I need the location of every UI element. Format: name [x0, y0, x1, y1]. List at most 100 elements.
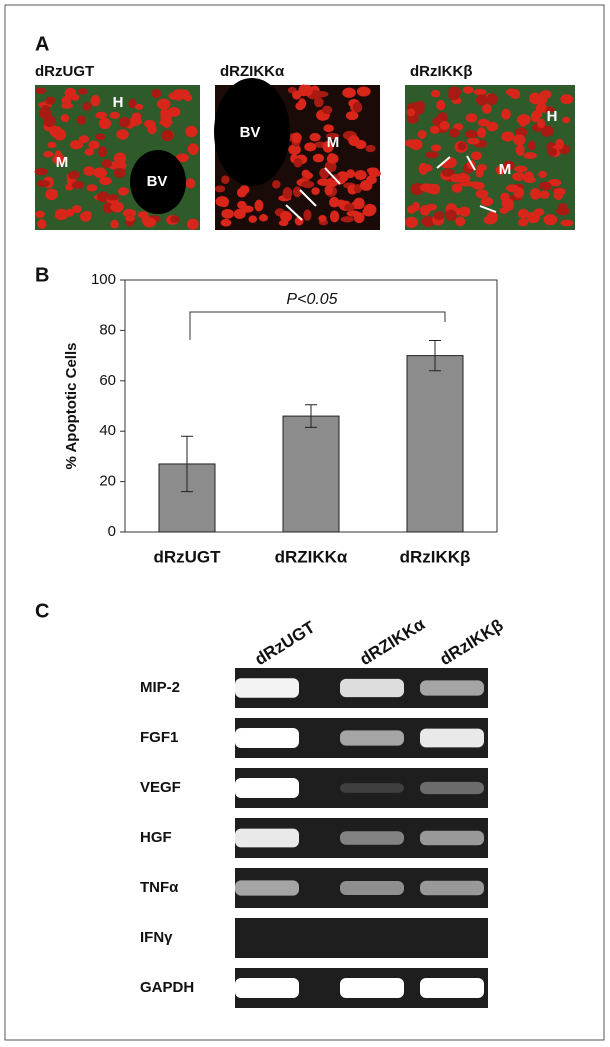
blood-vessel [214, 78, 290, 186]
image-title: dRZIKKα [220, 63, 285, 80]
gel-band [235, 880, 299, 896]
nucleus [298, 98, 307, 109]
nucleus [562, 116, 571, 124]
gel-band [340, 881, 404, 895]
gel-band [420, 680, 484, 696]
nucleus [457, 141, 467, 151]
gel-band [340, 783, 404, 793]
nucleus [64, 87, 77, 99]
y-tick-label: 80 [99, 321, 116, 338]
column-header: dRZIKKα [356, 614, 428, 669]
nucleus [35, 87, 46, 95]
nucleus [76, 115, 86, 125]
nucleus [185, 125, 198, 138]
image-title: dRzIKKβ [410, 63, 472, 80]
nucleus [419, 204, 431, 216]
image-title: dRzUGT [35, 63, 94, 80]
nucleus [185, 178, 196, 189]
nucleus [322, 140, 334, 153]
nucleus [37, 219, 47, 230]
nucleus [84, 148, 95, 156]
nucleus [538, 170, 547, 179]
nucleus [49, 125, 63, 138]
nucleus [560, 94, 574, 105]
nucleus [237, 200, 247, 210]
y-tick-label: 60 [99, 372, 116, 389]
nucleus [321, 105, 333, 115]
nucleus [495, 165, 505, 176]
nucleus [362, 207, 376, 217]
nucleus [323, 124, 334, 133]
nucleus [539, 190, 550, 199]
nucleus [122, 209, 137, 218]
nucleus [366, 175, 377, 185]
nucleus [95, 133, 106, 141]
nucleus [537, 118, 546, 129]
nucleus [302, 84, 313, 97]
nucleus [515, 144, 525, 156]
nucleus [439, 120, 450, 131]
nucleus [147, 124, 157, 135]
nucleus [291, 132, 302, 144]
nucleus [353, 197, 365, 210]
nucleus [540, 125, 554, 137]
nucleus [480, 196, 494, 207]
nucleus [421, 216, 436, 227]
nucleus [78, 135, 90, 144]
nucleus [441, 168, 455, 177]
panel-label: C [35, 600, 49, 622]
nucleus [352, 101, 363, 113]
x-tick-label: dRzUGT [153, 547, 221, 566]
gel-band [235, 778, 299, 798]
nucleus [77, 88, 88, 95]
nucleus [167, 107, 181, 117]
nucleus [518, 218, 529, 227]
nucleus [425, 151, 439, 159]
micrographs [34, 78, 575, 230]
nucleus [502, 160, 515, 171]
nucleus [151, 88, 162, 99]
nucleus [110, 203, 123, 211]
image-label: M [327, 134, 340, 151]
nucleus [101, 159, 112, 169]
nucleus [113, 167, 126, 178]
gel-band [420, 978, 484, 998]
nucleus [72, 204, 82, 214]
nucleus [505, 198, 515, 211]
panel-label: B [35, 264, 49, 286]
gel-band [340, 678, 404, 698]
annotation: P<0.05 [286, 291, 337, 308]
nucleus [336, 171, 349, 183]
nucleus [142, 217, 157, 228]
gel-band [340, 831, 404, 845]
nucleus [470, 151, 482, 161]
gel-band [235, 978, 299, 998]
nucleus [464, 130, 478, 139]
nucleus [475, 167, 484, 178]
error-bar [181, 435, 193, 493]
nucleus [90, 95, 101, 107]
nucleus [54, 150, 63, 162]
row-label: FGF1 [140, 729, 178, 746]
nucleus [418, 162, 429, 175]
nucleus [119, 116, 131, 128]
nucleus [329, 210, 340, 223]
arrows [285, 155, 497, 221]
nucleus [303, 209, 312, 221]
nucleus [36, 180, 51, 188]
nucleus [530, 188, 541, 200]
nucleus [516, 114, 531, 126]
nucleus [482, 103, 492, 114]
row-label: HGF [140, 829, 172, 846]
gel-band [340, 730, 404, 746]
nucleus [278, 219, 289, 227]
nucleus [34, 168, 49, 176]
bar [406, 355, 464, 533]
row-label: TNFα [140, 879, 179, 896]
nucleus [539, 90, 552, 99]
nucleus [486, 93, 498, 106]
nucleus [254, 199, 264, 212]
nucleus [445, 209, 457, 221]
nucleus [560, 219, 574, 227]
